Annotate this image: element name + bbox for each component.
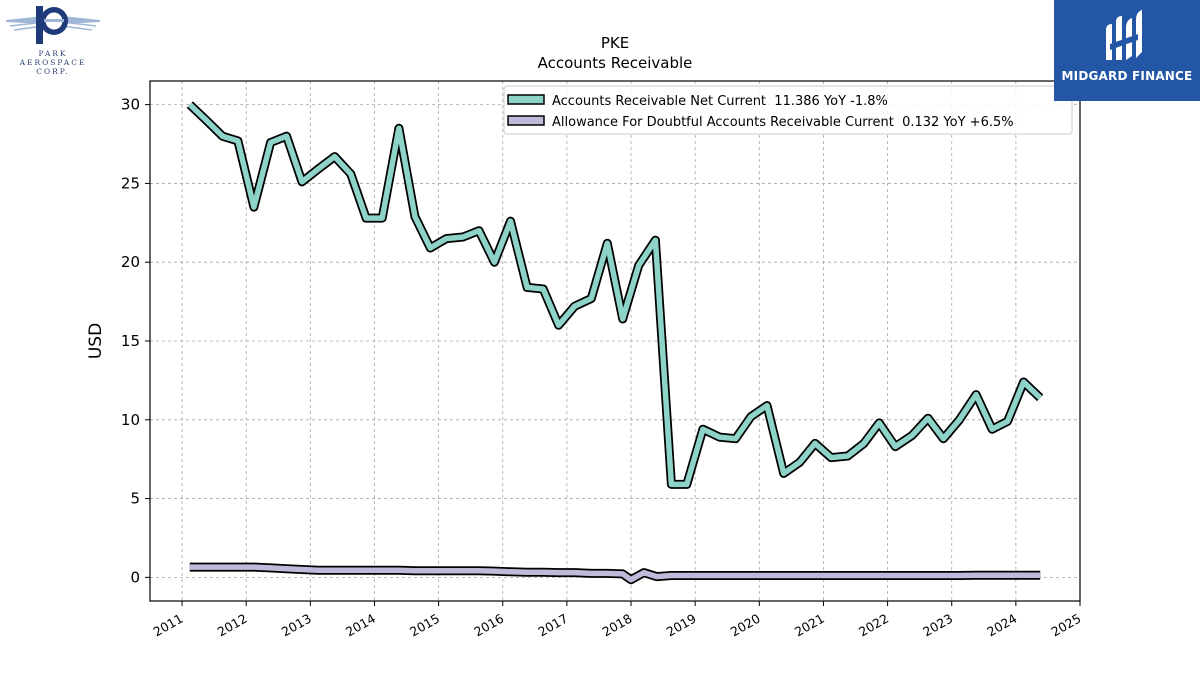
x-tick-label: 2014 <box>343 611 378 640</box>
midgard-emblem-icon <box>1106 10 1142 60</box>
y-tick-label: 5 <box>130 490 140 508</box>
x-tick-label: 2021 <box>792 611 827 640</box>
y-tick-label: 25 <box>121 174 140 192</box>
x-tick-label: 2019 <box>664 611 699 640</box>
legend-swatch-series-1 <box>507 94 545 105</box>
x-tick-label: 2017 <box>535 611 570 640</box>
x-tick-label: 2025 <box>1048 611 1083 640</box>
x-tick-label: 2016 <box>471 611 506 640</box>
grid <box>150 81 1081 601</box>
park-aerospace-logo: PARK AEROSPACE CORP. <box>4 4 102 78</box>
x-tick-label: 2020 <box>728 611 763 640</box>
park-aerospace-wordmark: PARK AEROSPACE CORP. <box>4 49 102 76</box>
series-lines <box>186 101 1044 585</box>
chart-title: PKE <box>601 34 629 52</box>
y-tick-label: 0 <box>130 568 140 586</box>
y-tick-label: 30 <box>121 96 140 114</box>
x-tick-label: 2018 <box>599 611 634 640</box>
series-1-line <box>187 102 1043 488</box>
midgard-finance-name: MIDGARD FINANCE <box>1061 69 1193 83</box>
chart-subtitle: Accounts Receivable <box>538 54 693 72</box>
legend: Accounts Receivable Net Current 11.386 Y… <box>503 85 1073 135</box>
legend-label-series-2: Allowance For Doubtful Accounts Receivab… <box>552 115 1014 130</box>
y-axis-label: USD <box>86 323 106 359</box>
y-tick-label: 10 <box>121 411 140 429</box>
midgard-finance-logo: MIDGARD FINANCE <box>1054 0 1200 101</box>
legend-box <box>503 85 1073 135</box>
x-tick-label: 2013 <box>279 611 314 640</box>
y-tick-label: 15 <box>121 332 140 350</box>
x-tick-label: 2012 <box>215 611 250 640</box>
logo-line-2: AEROSPACE <box>19 58 87 67</box>
x-tick-label: 2011 <box>151 611 186 640</box>
x-tick-label: 2015 <box>407 611 442 640</box>
legend-swatch-series-2 <box>507 115 545 126</box>
legend-label-series-1: Accounts Receivable Net Current 11.386 Y… <box>552 94 888 109</box>
logo-line-3: CORP. <box>36 67 70 76</box>
x-tick-label: 2024 <box>984 611 1019 640</box>
x-tick-label: 2022 <box>856 611 891 640</box>
y-tick-label: 20 <box>121 253 140 271</box>
series-2-line <box>189 564 1041 583</box>
x-tick-label: 2023 <box>920 611 955 640</box>
logo-line-1: PARK <box>38 49 68 58</box>
park-aerospace-emblem-icon <box>6 6 100 44</box>
